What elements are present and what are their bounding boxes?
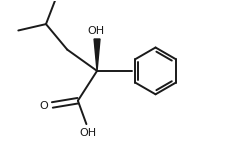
Polygon shape xyxy=(94,39,100,71)
Text: OH: OH xyxy=(87,27,104,36)
Text: OH: OH xyxy=(79,128,96,138)
Text: O: O xyxy=(40,101,48,111)
